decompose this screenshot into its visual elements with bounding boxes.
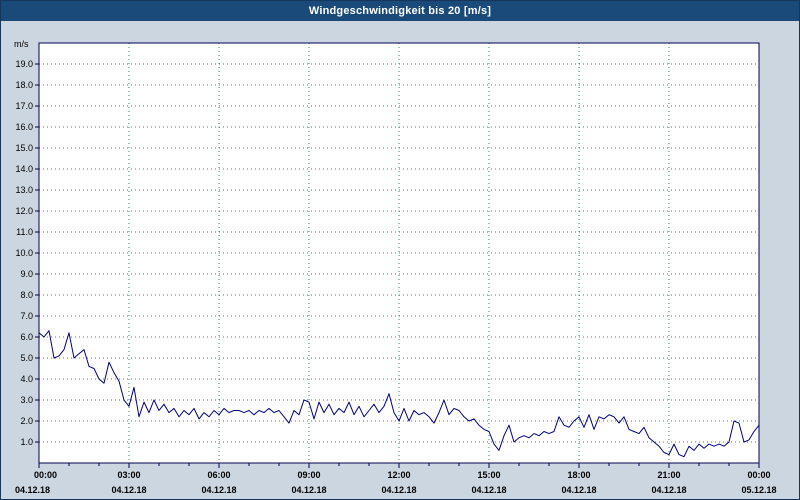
wind-speed-line <box>38 330 760 458</box>
y-axis-tick-label: 14.0 <box>15 164 33 174</box>
x-axis-time-label: 09:00 <box>297 470 320 480</box>
y-axis-tick-label: 11.0 <box>16 227 33 237</box>
x-axis-time-label: 15:00 <box>477 470 500 480</box>
x-axis-time-label: 03:00 <box>117 470 140 480</box>
y-axis-tick-label: 15.0 <box>15 143 33 153</box>
chart-title-bar: Windgeschwindigkeit bis 20 [m/s] <box>1 1 799 21</box>
y-axis-tick-label: 8.0 <box>20 290 33 300</box>
y-axis-tick-label: 16.0 <box>15 122 33 132</box>
x-axis-date-label: 04.12.18 <box>651 485 686 495</box>
x-axis-time-label: 18:00 <box>567 470 590 480</box>
y-axis-tick-label: 17.0 <box>15 101 33 111</box>
x-axis-date-label: 04.12.18 <box>561 485 596 495</box>
x-axis-date-label: 04.12.18 <box>201 485 236 495</box>
x-axis-time-label: 21:00 <box>657 470 680 480</box>
x-axis-date-label: 04.12.18 <box>291 485 326 495</box>
y-axis-tick-label: 2.0 <box>20 416 33 426</box>
y-axis-tick-label: 6.0 <box>20 332 33 342</box>
x-axis-date-label: 04.12.18 <box>471 485 506 495</box>
y-axis-tick-label: 4.0 <box>20 374 33 384</box>
x-axis-date-label: 04.12.18 <box>15 485 50 495</box>
wind-speed-chart: 1.0 2.0 3.0 4.0 5.0 6.0 7.0 8.0 9.0 10.0 11.0 12.0 1… <box>14 39 777 495</box>
y-axis-tick-label: 13.0 <box>15 185 33 195</box>
y-axis-tick-label: 19.0 <box>15 59 33 69</box>
y-axis-tick-label: 5.0 <box>20 353 33 363</box>
x-axis-date-label: 04.12.18 <box>111 485 146 495</box>
y-axis-tick-label: 1.0 <box>20 437 33 447</box>
y-axis-tick-label: 18.0 <box>15 80 33 90</box>
x-axis-date-label: 04.12.18 <box>381 485 416 495</box>
y-axis-tick-label: 3.0 <box>20 395 33 405</box>
y-axis-tick-label: 12.0 <box>15 206 33 216</box>
y-axis-tick-label: 9.0 <box>20 269 33 279</box>
y-axis-tick-label: 10.0 <box>15 248 33 258</box>
x-axis-date-label: 05.12.18 <box>741 485 776 495</box>
x-axis-time-label: 00:00 <box>34 470 57 480</box>
y-axis-unit-label: m/s <box>14 39 29 49</box>
x-axis-time-label: 00:00 <box>747 470 770 480</box>
chart-title: Windgeschwindigkeit bis 20 [m/s] <box>308 5 492 17</box>
y-axis-tick-label: 7.0 <box>20 311 33 321</box>
x-axis-time-label: 12:00 <box>387 470 410 480</box>
x-axis-time-label: 06:00 <box>207 470 230 480</box>
